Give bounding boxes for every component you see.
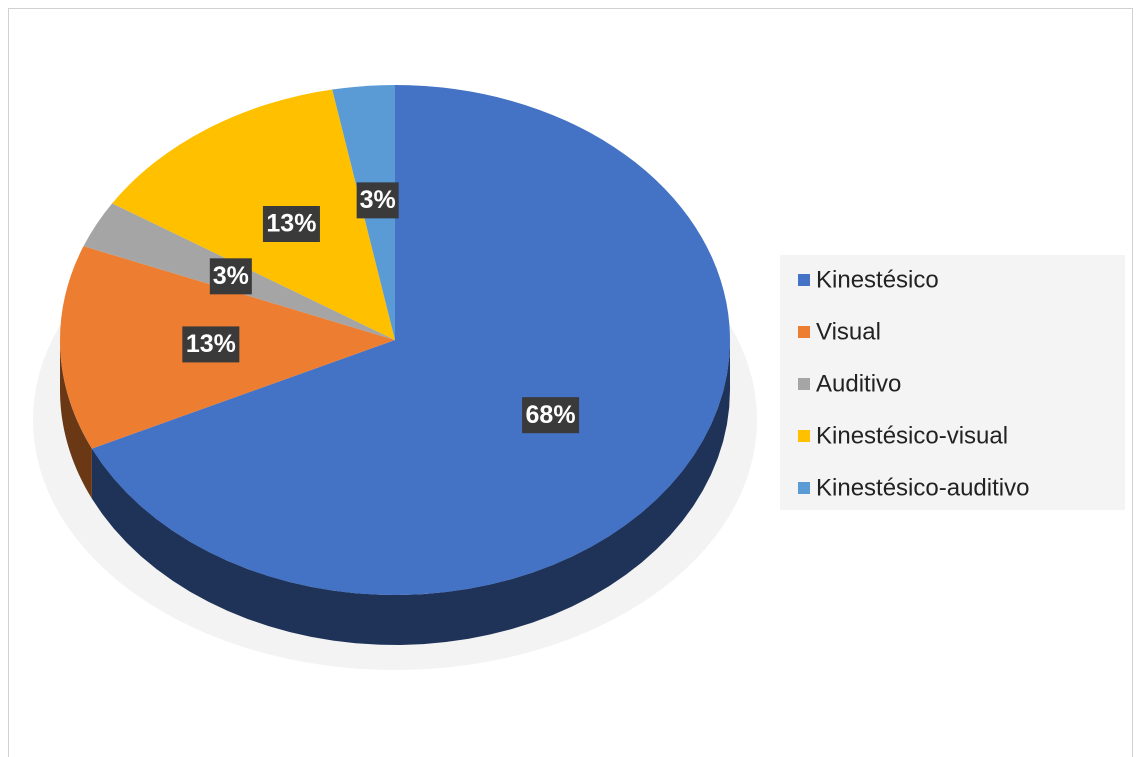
data-label-box [522,397,580,434]
data-label-box [182,326,240,363]
legend-label: Kinestésico-auditivo [816,474,1029,501]
data-label: 13% [186,330,236,358]
data-labels: 68% 13% 3% 13% 3% [182,182,580,434]
legend-label: Kinestésico [816,266,939,293]
slice-side [91,340,730,645]
legend-swatch [798,430,810,442]
slice [112,89,395,340]
slice-side [60,340,92,499]
data-label: 68% [526,401,576,429]
data-label: 13% [266,210,316,238]
legend: Kinestésico Visual Auditivo Kinestésico-vis… [798,266,1029,501]
legend-box [780,255,1125,510]
legend-swatch [798,482,810,494]
pie [60,85,730,645]
data-label-box [356,182,399,219]
data-label: 3% [360,186,396,214]
legend-label: Auditivo [816,370,901,397]
legend-swatch [798,378,810,390]
slice [91,85,730,595]
legend-swatch [798,326,810,338]
data-label-box [209,258,252,295]
legend-swatch [798,274,810,286]
data-label: 3% [213,262,249,290]
data-label-box [262,206,320,243]
legend-label: Visual [816,318,881,345]
legend-label: Kinestésico-visual [816,422,1008,449]
